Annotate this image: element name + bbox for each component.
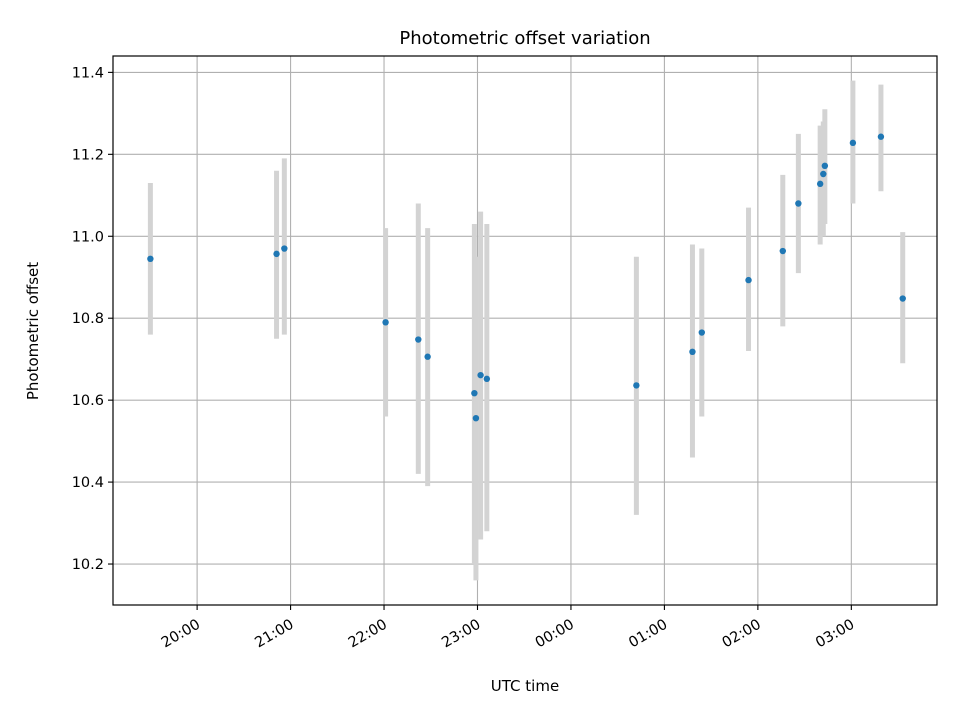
- data-point: [899, 295, 906, 302]
- data-point: [281, 245, 288, 252]
- y-tick-label: 10.8: [72, 311, 104, 327]
- x-axis-title: UTC time: [491, 677, 559, 695]
- data-point: [849, 139, 857, 147]
- data-point: [471, 389, 478, 397]
- data-point: [483, 375, 491, 383]
- data-point: [689, 348, 696, 356]
- data-point: [698, 329, 705, 336]
- data-point: [633, 382, 640, 389]
- data-point: [424, 353, 431, 360]
- data-point: [795, 200, 802, 207]
- data-point: [472, 414, 480, 422]
- chart-title: Photometric offset variation: [399, 28, 650, 49]
- y-tick-label: 11.4: [72, 65, 104, 81]
- y-tick-label: 10.6: [72, 393, 104, 409]
- data-point: [779, 247, 786, 255]
- data-point: [147, 255, 154, 263]
- y-axis-title: Photometric offset: [24, 262, 42, 400]
- data-point: [477, 371, 484, 379]
- y-tick-label: 11.0: [72, 229, 104, 245]
- y-tick-label: 10.4: [72, 475, 104, 491]
- data-point: [877, 133, 885, 140]
- data-point: [821, 162, 829, 169]
- data-point: [415, 336, 422, 343]
- plot-area-frame: [112, 55, 938, 606]
- y-axis-ticks: 10.2 10.4 10.6 10.8 11.0 11.2 11.4: [72, 65, 113, 573]
- data-points: [147, 133, 906, 422]
- data-point: [382, 319, 389, 326]
- data-point: [816, 180, 824, 188]
- y-tick-label: 11.2: [72, 147, 104, 163]
- data-point: [820, 170, 827, 178]
- y-tick-label: 10.2: [72, 557, 104, 573]
- data-point: [273, 250, 280, 258]
- data-point: [745, 276, 752, 284]
